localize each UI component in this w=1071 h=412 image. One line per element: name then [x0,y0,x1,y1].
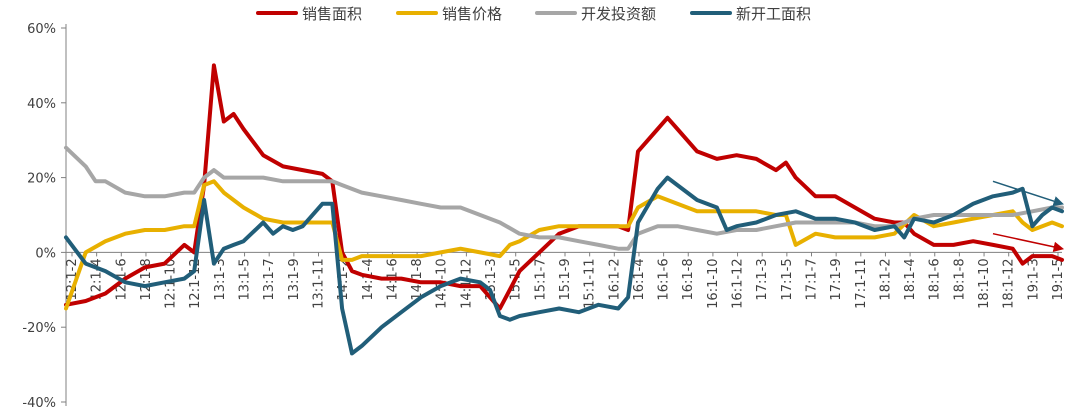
y-tick-label: 40% [27,97,56,112]
y-tick-label: -40% [22,396,56,411]
x-tick-label: 18:1-6 [928,258,943,300]
legend-label: 新开工面积 [736,5,811,23]
x-tick-label: 14:1-4 [361,258,376,300]
x-tick-label: 13:1-9 [287,258,302,300]
x-tick-label: 17:1-9 [829,258,844,300]
y-tick-label: 20% [27,172,56,187]
x-tick-label: 16:1-10 [706,258,721,308]
x-tick-label: 16:1-2 [607,258,622,300]
x-tick-label: 17:1-3 [755,258,770,300]
trend-arrow [992,180,1064,207]
legend-item: 新开工面积 [690,5,811,23]
x-tick-label: 17:1-7 [805,258,820,300]
x-tick-label: 15:1-9 [558,258,573,300]
x-tick-label: 16:1-8 [681,258,696,300]
x-tick-label: 18:1-2 [878,258,893,300]
x-tick-label: 18:1-12 [1002,258,1017,308]
legend-label: 销售价格 [442,5,502,23]
x-tick-label: 17:1-11 [854,258,869,308]
legend: 销售面积 销售价格 开发投资额 新开工面积 [256,5,811,23]
legend-label: 销售面积 [302,5,362,23]
x-tick-label: 16:1-12 [731,258,746,308]
x-tick-label: 15:1-11 [583,258,598,308]
legend-item: 开发投资额 [535,5,656,23]
x-tick-label: 17:1-5 [780,258,795,300]
x-tick-label: 15:1-7 [533,258,548,300]
x-tick-label: 18:1-4 [903,258,918,300]
x-tick-label: 13:1-3 [213,258,228,300]
y-tick-label: 60% [27,22,56,37]
x-tick-label: 19:1-3 [1026,258,1041,300]
x-tick-label: 13:1-5 [238,258,253,300]
x-tick-label: 12:1-2 [65,258,80,300]
x-tick-label: 13:1-11 [312,258,327,308]
legend-item: 销售面积 [256,5,362,23]
series-line-3 [64,175,1064,356]
x-tick-label: 18:1-8 [952,258,967,300]
x-tick-label: 18:1-10 [977,258,992,308]
x-tick-label: 16:1-6 [657,258,672,300]
annotation-layer [992,180,1065,253]
x-axis: 12:1-2 12:1-4 12:1-6 12:1-8 12:1-10 12:1-12 13… [65,251,1066,309]
x-tick-label: 12:1-10 [164,258,179,308]
x-tick-label: 13:1-7 [262,258,277,300]
y-tick-label: -20% [22,321,56,336]
y-tick-label: 0% [35,246,56,261]
x-tick-label: 19:1-5 [1051,258,1066,300]
x-tick-label: 16:1-4 [632,258,647,300]
y-axis: 60% 40% 20% 0% -20% -40% [22,22,67,411]
legend-label: 开发投资额 [581,5,656,23]
trend-arrow [992,232,1065,253]
legend-item: 销售价格 [396,5,502,23]
x-tick-label: 14:1-8 [410,258,425,300]
x-tick-label: 14:1-12 [459,258,474,308]
series-layer [64,63,1064,356]
